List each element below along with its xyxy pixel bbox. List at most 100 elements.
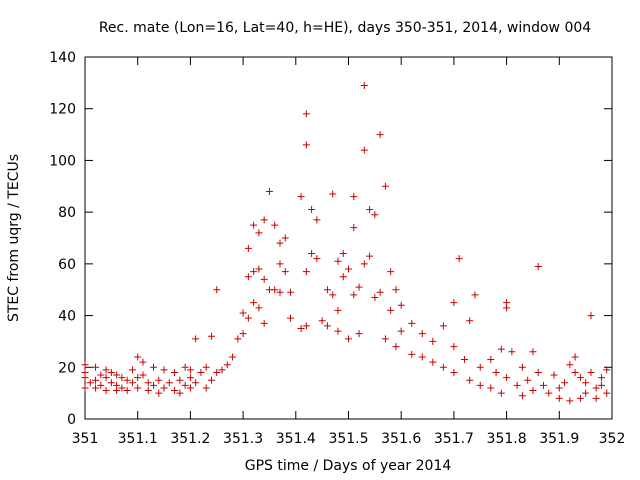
data-point: [302, 322, 310, 330]
data-point: [255, 265, 263, 273]
data-point: [524, 376, 532, 384]
x-axis-label: GPS time / Days of year 2014: [245, 458, 452, 474]
data-point: [323, 322, 331, 330]
data-point: [181, 381, 189, 389]
data-point: [366, 252, 374, 260]
data-point: [150, 363, 158, 371]
data-point: [171, 387, 179, 395]
data-point: [487, 384, 495, 392]
data-point: [476, 363, 484, 371]
data-point: [582, 389, 590, 397]
data-point: [429, 337, 437, 345]
data-point: [492, 368, 500, 376]
x-tick-label: 351.1: [118, 431, 158, 447]
data-point: [171, 368, 179, 376]
data-point: [545, 389, 553, 397]
data-point: [371, 293, 379, 301]
data-point: [381, 335, 389, 343]
data-point: [450, 299, 458, 307]
data-point: [392, 286, 400, 294]
data-point: [139, 358, 147, 366]
data-point: [603, 389, 611, 397]
x-tick-label: 351.5: [328, 431, 368, 447]
data-point: [186, 384, 194, 392]
data-point: [297, 193, 305, 201]
y-tick-label: 140: [49, 50, 76, 66]
data-point: [207, 376, 215, 384]
y-tick-label: 40: [58, 309, 76, 325]
data-point: [539, 381, 547, 389]
data-point: [118, 374, 126, 382]
data-point: [566, 397, 574, 405]
x-tick-label: 351.3: [223, 431, 263, 447]
data-point: [571, 353, 579, 361]
data-point: [144, 379, 152, 387]
data-point: [450, 343, 458, 351]
data-point: [176, 389, 184, 397]
data-point: [113, 371, 121, 379]
x-tick-label: 352: [599, 431, 626, 447]
data-point: [107, 368, 115, 376]
data-point: [350, 193, 358, 201]
data-point: [302, 141, 310, 149]
data-point: [360, 146, 368, 154]
data-point: [134, 384, 142, 392]
data-point: [587, 368, 595, 376]
x-tick-label: 351.8: [487, 431, 527, 447]
y-tick-label: 60: [58, 257, 76, 273]
data-point: [450, 368, 458, 376]
y-axis-label: STEC from uqrg / TECUs: [6, 154, 22, 322]
data-point: [250, 268, 258, 276]
y-tick-label: 20: [58, 360, 76, 376]
y-tick-label: 80: [58, 205, 76, 221]
data-point: [192, 335, 200, 343]
y-tick-label: 120: [49, 102, 76, 118]
data-point: [144, 387, 152, 395]
data-point: [255, 229, 263, 237]
data-point: [186, 374, 194, 382]
data-point: [160, 366, 168, 374]
data-point: [250, 221, 258, 229]
data-point: [497, 345, 505, 353]
data-point: [218, 366, 226, 374]
data-point: [97, 381, 105, 389]
data-point: [229, 353, 237, 361]
data-point: [334, 257, 342, 265]
data-point: [518, 363, 526, 371]
data-point: [81, 384, 89, 392]
data-point: [244, 314, 252, 322]
data-point: [118, 384, 126, 392]
data-point: [102, 366, 110, 374]
data-point: [576, 394, 584, 402]
data-point: [260, 319, 268, 327]
data-point: [302, 268, 310, 276]
data-point: [334, 306, 342, 314]
data-point: [176, 376, 184, 384]
data-point: [592, 384, 600, 392]
y-tick-label: 100: [49, 153, 76, 169]
data-point: [439, 322, 447, 330]
data-point: [471, 291, 479, 299]
x-axis-ticks: 351 351.1 351.2 351.3 351.4 351.5 351.6 351.7 35…: [72, 57, 626, 447]
data-point: [97, 371, 105, 379]
data-point: [308, 250, 316, 258]
data-point: [92, 384, 100, 392]
data-point: [287, 314, 295, 322]
data-point: [239, 309, 247, 317]
data-point: [455, 255, 463, 263]
data-point: [476, 381, 484, 389]
data-point: [508, 348, 516, 356]
data-point: [276, 288, 284, 296]
data-point: [518, 392, 526, 400]
data-point: [339, 273, 347, 281]
data-point: [550, 371, 558, 379]
data-point: [92, 363, 100, 371]
data-point: [92, 376, 100, 384]
data-point: [529, 387, 537, 395]
data-point: [381, 182, 389, 190]
data-point: [603, 366, 611, 374]
y-axis-ticks: 0 20 40 60 80 100 120 140: [49, 50, 612, 428]
data-point: [202, 384, 210, 392]
data-point: [418, 353, 426, 361]
